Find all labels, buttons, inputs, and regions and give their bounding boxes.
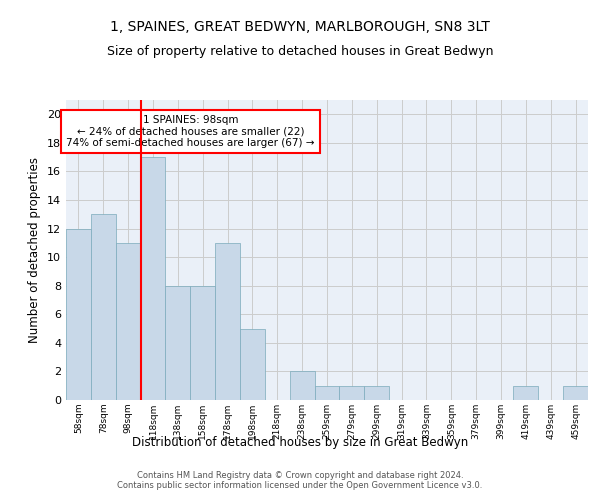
Bar: [66, 228, 91, 400]
Bar: [91, 214, 116, 400]
Bar: [514, 386, 538, 400]
Bar: [563, 386, 588, 400]
Text: Contains HM Land Registry data © Crown copyright and database right 2024.
Contai: Contains HM Land Registry data © Crown c…: [118, 470, 482, 490]
Text: 1 SPAINES: 98sqm
← 24% of detached houses are smaller (22)
74% of semi-detached : 1 SPAINES: 98sqm ← 24% of detached house…: [66, 115, 314, 148]
Bar: [190, 286, 215, 400]
Text: 1, SPAINES, GREAT BEDWYN, MARLBOROUGH, SN8 3LT: 1, SPAINES, GREAT BEDWYN, MARLBOROUGH, S…: [110, 20, 490, 34]
Text: Distribution of detached houses by size in Great Bedwyn: Distribution of detached houses by size …: [132, 436, 468, 449]
Bar: [340, 386, 364, 400]
Bar: [364, 386, 389, 400]
Text: Size of property relative to detached houses in Great Bedwyn: Size of property relative to detached ho…: [107, 45, 493, 58]
Bar: [314, 386, 340, 400]
Bar: [290, 372, 314, 400]
Bar: [116, 243, 140, 400]
Y-axis label: Number of detached properties: Number of detached properties: [28, 157, 41, 343]
Bar: [140, 157, 166, 400]
Bar: [240, 328, 265, 400]
Bar: [215, 243, 240, 400]
Bar: [166, 286, 190, 400]
